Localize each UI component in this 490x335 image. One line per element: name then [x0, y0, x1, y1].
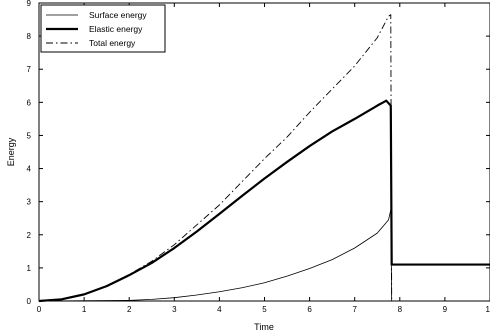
y-tick-label: 5 [27, 131, 32, 140]
y-tick-label: 0 [27, 297, 32, 306]
x-tick-label: 4 [217, 305, 222, 314]
y-axis-title: Energy [6, 137, 16, 166]
series-line-total-energy [38, 14, 393, 302]
data-series [38, 14, 490, 303]
x-tick-label: 6 [307, 305, 312, 314]
x-tick-label: 7 [352, 305, 357, 314]
y-tick-label: 2 [27, 231, 32, 240]
y-tick-label: 7 [27, 65, 32, 74]
x-tick-label: 8 [398, 305, 403, 314]
x-tick-label: 3 [172, 305, 177, 314]
y-tick-label: 9 [27, 0, 32, 8]
x-tick-label: 0 [37, 305, 42, 314]
axis-ticks: 0 1 2 3 4 5 6 7 8 9 10 0 1 2 3 4 5 6 7 8 9 [27, 0, 490, 314]
x-axis-title: Time [254, 322, 274, 332]
x-tick-label: 5 [262, 305, 267, 314]
y-tick-label: 1 [27, 264, 32, 273]
x-tick-label: 2 [127, 305, 132, 314]
legend-label: Total energy [89, 38, 136, 48]
series-line-elastic-energy [38, 99, 490, 303]
y-tick-label: 3 [27, 198, 32, 207]
y-tick-label: 6 [27, 98, 32, 107]
legend: Surface energy Elastic energy Total energy [40, 4, 166, 53]
x-tick-label: 10 [486, 305, 490, 314]
y-tick-label: 4 [27, 165, 32, 174]
series-line-surface-energy [38, 209, 490, 302]
y-tick-label: 8 [27, 32, 32, 41]
legend-label: Elastic energy [89, 24, 143, 34]
x-tick-label: 9 [443, 305, 448, 314]
legend-label: Surface energy [89, 10, 147, 20]
x-tick-label: 1 [82, 305, 87, 314]
